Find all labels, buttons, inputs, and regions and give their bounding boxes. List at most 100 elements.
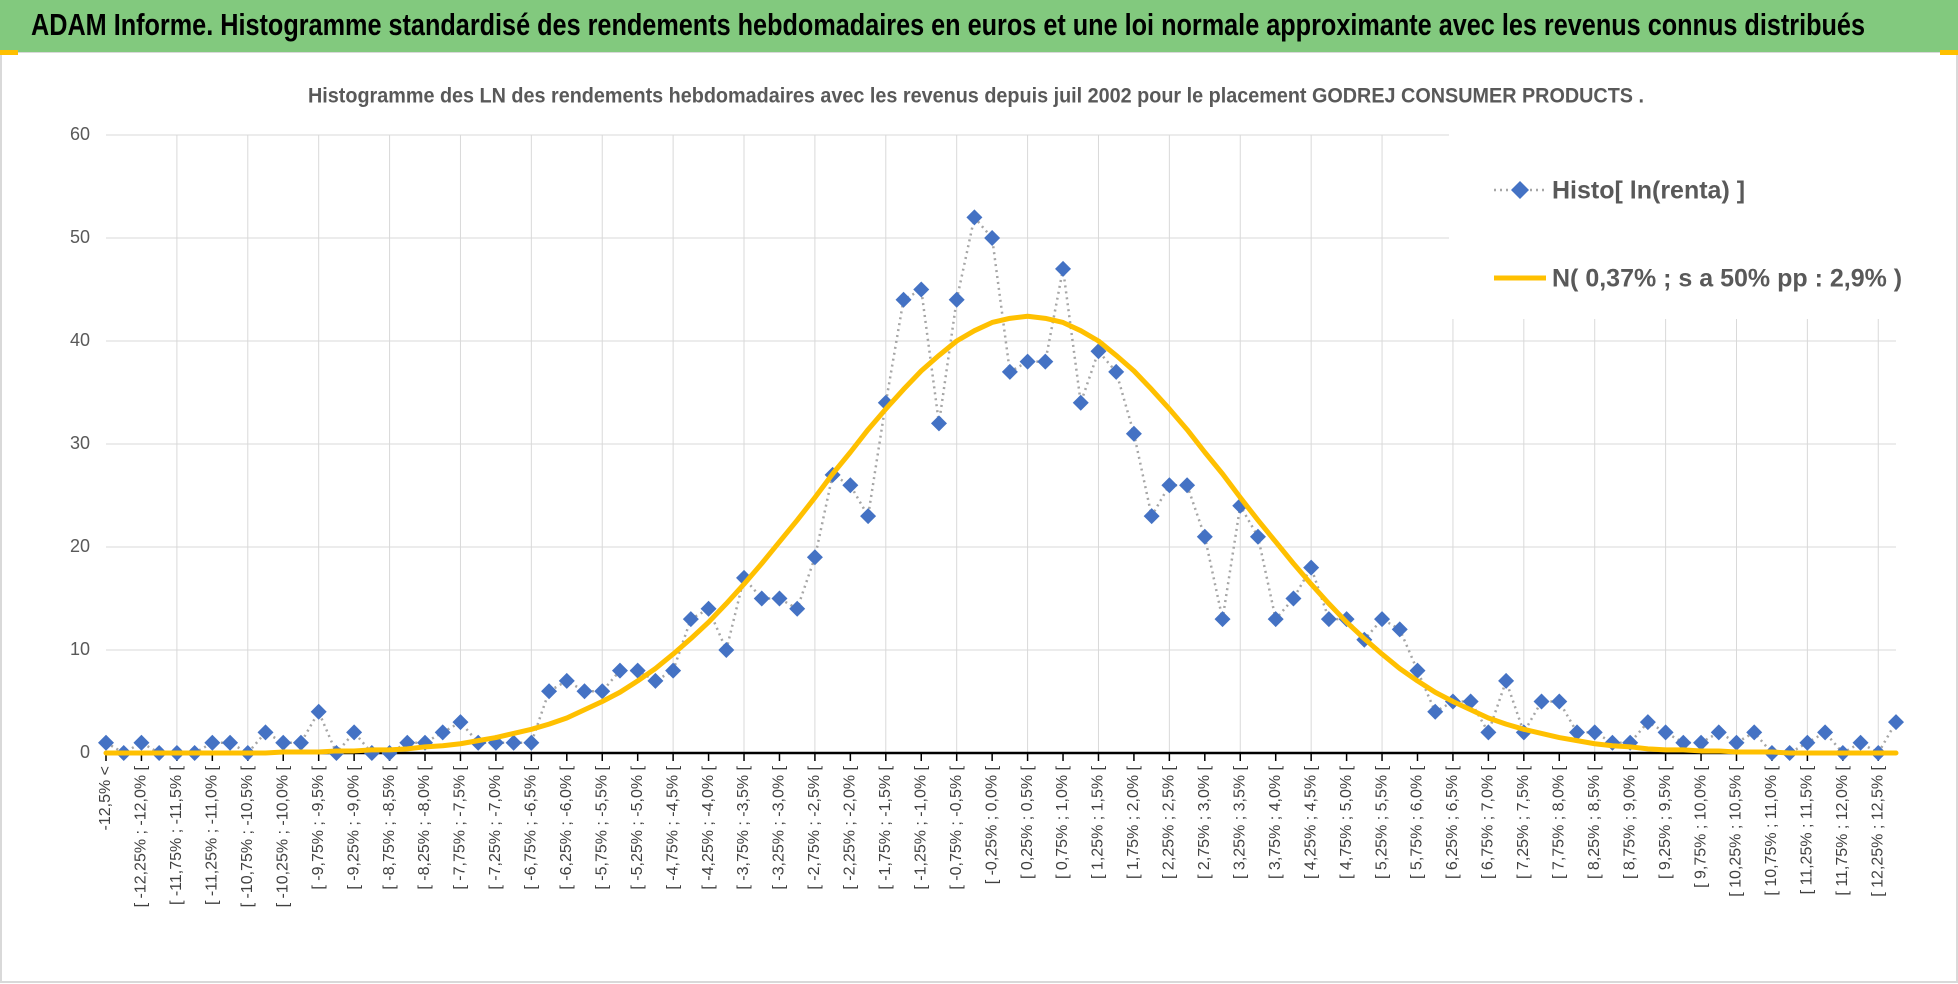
data-point	[647, 672, 664, 689]
x-tick-label: [ 2,25% ; 2,5% [	[1161, 765, 1178, 879]
data-point	[1568, 724, 1585, 741]
data-point	[1427, 703, 1444, 720]
x-tick-label: [ -6,25% ; -6,0% [	[558, 765, 575, 889]
data-point	[1179, 477, 1196, 494]
data-point	[771, 590, 788, 607]
data-point	[948, 291, 965, 308]
data-point	[1817, 724, 1834, 741]
data-point	[594, 683, 611, 700]
data-point	[1675, 734, 1692, 751]
data-point	[718, 642, 735, 658]
series-layer	[98, 209, 1904, 761]
x-tick-label: [ 11,25% ; 11,5% [	[1799, 765, 1816, 894]
data-point	[789, 600, 806, 617]
data-point	[913, 281, 930, 298]
data-point	[1196, 528, 1213, 545]
y-tick-label: 40	[70, 330, 90, 350]
data-point	[1657, 724, 1674, 741]
x-tick-label: [ 6,25% ; 6,5% [	[1444, 765, 1461, 879]
corner-mark	[0, 50, 18, 55]
data-point	[257, 724, 274, 741]
data-point	[984, 230, 1001, 246]
x-tick-label: [ -1,75% ; -1,5% [	[877, 765, 894, 889]
data-point	[753, 590, 770, 607]
data-point	[1409, 662, 1426, 679]
data-point	[1374, 611, 1391, 628]
x-tick-label: [ -11,75% ; -11,5% [	[168, 765, 185, 905]
x-tick-label: [ 4,75% ; 5,0% [	[1338, 765, 1355, 879]
data-point	[1108, 363, 1125, 380]
x-tick-label: [ 4,25% ; 4,5% [	[1302, 765, 1319, 879]
data-point	[1498, 672, 1515, 689]
x-tick-label: [ 3,25% ; 3,5% [	[1231, 765, 1248, 879]
x-tick-label: [ -4,75% ; -4,5% [	[664, 765, 681, 889]
y-tick-label: 10	[70, 639, 90, 659]
data-point	[895, 291, 912, 308]
x-tick-label: [ -5,25% ; -5,0% [	[629, 765, 646, 889]
data-point	[966, 209, 983, 226]
data-point	[310, 703, 327, 720]
x-tick-label: [ -9,25% ; -9,0% [	[345, 765, 362, 889]
data-point	[98, 734, 114, 751]
x-tick-label: [ -3,25% ; -3,0% [	[771, 765, 788, 889]
data-point	[1214, 611, 1231, 628]
x-tick-label: [ -0,25% ; 0,0% [	[983, 765, 1000, 884]
x-tick-label: [ 2,75% ; 3,0% [	[1196, 765, 1213, 879]
data-point	[1001, 363, 1018, 380]
data-point	[558, 672, 575, 689]
y-tick-label: 50	[70, 227, 90, 247]
legend: Histo[ ln(renta) ] N( 0,37% ; s a 50% pp …	[1449, 133, 1902, 319]
x-labels: -12,5% < [ -12,25% ; -12,0% [[ -11,75% ; …	[97, 765, 1886, 907]
x-tick-label: [ -10,25% ; -10,0% [	[274, 765, 291, 907]
data-point	[1019, 353, 1036, 370]
data-point	[1639, 714, 1656, 731]
x-tick-label: [ 0,25% ; 0,5% [	[1019, 765, 1036, 879]
data-point	[1551, 693, 1568, 710]
x-tick-label: [ 6,75% ; 7,0% [	[1480, 765, 1497, 879]
x-tick-label: -12,5% <	[97, 766, 114, 830]
data-point	[1320, 611, 1337, 628]
x-tick-label: [ 1,25% ; 1,5% [	[1090, 765, 1107, 879]
data-point	[1055, 260, 1072, 277]
x-tick-label: [ 12,25% ; 12,5% [	[1869, 765, 1886, 896]
x-tick-label: [ 1,75% ; 2,0% [	[1125, 765, 1142, 879]
x-tick-label: [ 11,75% ; 12,0% [	[1834, 765, 1851, 895]
data-point	[523, 734, 540, 751]
data-point	[842, 477, 859, 494]
x-tick-label: [ 8,75% ; 9,0% [	[1621, 765, 1638, 879]
x-tick-label: [ 0,75% ; 1,0% [	[1054, 765, 1071, 879]
data-point	[1125, 425, 1142, 442]
data-point	[204, 734, 221, 751]
data-point	[292, 734, 309, 751]
legend-label: Histo[ ln(renta) ]	[1552, 177, 1745, 205]
data-point	[629, 662, 646, 679]
data-point	[1037, 353, 1054, 370]
data-point	[1072, 394, 1089, 411]
data-point	[346, 724, 363, 741]
x-tick-label: [ -6,75% ; -6,5% [	[523, 765, 540, 889]
x-tick-label: [ 8,25% ; 8,5% [	[1586, 765, 1603, 879]
data-point	[665, 662, 682, 679]
page-title: ADAM Informe. Histogramme standardisé de…	[31, 7, 1865, 42]
data-point	[1799, 734, 1816, 751]
data-point	[930, 415, 947, 432]
x-tick-label: [ -5,75% ; -5,5% [	[593, 765, 610, 889]
x-tick-label: [ 3,75% ; 4,0% [	[1267, 765, 1284, 879]
data-point	[452, 714, 469, 731]
data-point	[1391, 621, 1408, 638]
data-point	[576, 683, 593, 700]
data-point	[700, 600, 717, 617]
data-point	[1533, 693, 1550, 710]
data-point	[1161, 477, 1178, 494]
x-tick-label: [ -2,75% ; -2,5% [	[806, 765, 823, 889]
data-point	[1586, 724, 1603, 741]
x-tick-label: [ 10,75% ; 11,0% [	[1763, 765, 1780, 895]
data-point	[1746, 724, 1763, 741]
series-line	[103, 313, 1899, 756]
data-point	[1143, 508, 1160, 525]
x-tick-label: [ -8,75% ; -8,5% [	[381, 765, 398, 889]
data-point	[275, 734, 292, 751]
data-point	[1285, 590, 1302, 607]
data-point	[611, 662, 628, 679]
